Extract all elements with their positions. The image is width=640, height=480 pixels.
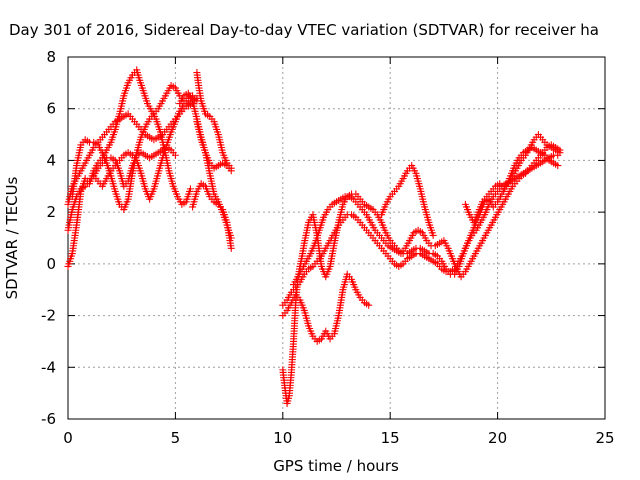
data-points	[64, 66, 564, 407]
data-point	[365, 301, 373, 309]
x-tick-label: 15	[381, 429, 400, 447]
y-tick-label: -6	[41, 410, 56, 428]
y-tick-label: -4	[41, 358, 56, 376]
y-tick-label: 4	[46, 151, 56, 169]
x-axis-label: GPS time / hours	[273, 457, 399, 475]
data-point	[227, 244, 235, 252]
chart-title: Day 301 of 2016, Sidereal Day-to-day VTE…	[9, 21, 599, 39]
plot-frame	[67, 56, 606, 420]
x-tick-label: 25	[595, 429, 614, 447]
y-tick-label: 8	[46, 48, 56, 66]
y-axis-label: SDTVAR / TECUs	[3, 176, 21, 299]
data-series	[193, 118, 235, 242]
x-tick-label: 0	[63, 429, 73, 447]
x-tick-label: 10	[273, 429, 292, 447]
data-series	[90, 144, 179, 190]
y-tick-label: 6	[46, 100, 56, 118]
data-point	[556, 149, 564, 157]
y-tick-label: 2	[46, 203, 56, 221]
y-tick-label: -2	[41, 307, 56, 325]
data-series	[378, 162, 437, 239]
data-point	[227, 234, 235, 242]
data-series	[461, 131, 564, 226]
data-point	[186, 185, 194, 193]
data-point	[171, 151, 179, 159]
x-tick-label: 5	[171, 429, 181, 447]
axis-ticks: 0 5 10 15 20 25 -6 -4 -2 0 2 4 6 8	[41, 48, 615, 447]
data-point	[554, 162, 562, 170]
y-tick-label: 0	[46, 255, 56, 273]
data-series	[279, 270, 373, 345]
data-series	[193, 69, 235, 172]
data-point	[227, 164, 235, 172]
x-tick-label: 20	[488, 429, 507, 447]
data-point	[429, 231, 437, 239]
